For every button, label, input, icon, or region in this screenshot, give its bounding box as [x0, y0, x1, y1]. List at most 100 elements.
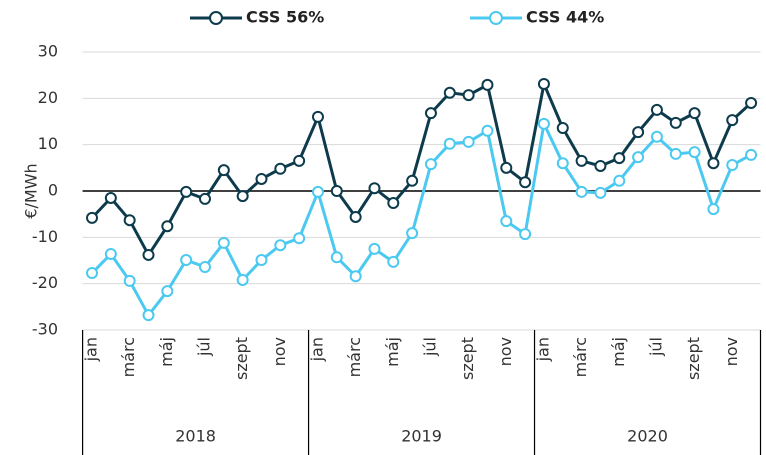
data-point [274, 239, 287, 252]
x-tick-label: nov [722, 337, 741, 366]
data-point [104, 191, 117, 204]
data-point [142, 309, 155, 322]
data-point [255, 172, 268, 185]
legend-text: CSS 56% [246, 8, 324, 27]
data-point [688, 107, 701, 120]
data-point [424, 107, 437, 120]
data-point [688, 146, 701, 159]
y-axis-label: €/MWh [22, 163, 41, 218]
data-point [745, 96, 758, 109]
data-point [669, 116, 682, 129]
x-tick-label: márc [345, 337, 364, 377]
x-tick-label: márc [571, 337, 590, 377]
data-point [161, 285, 174, 298]
data-point [180, 185, 193, 198]
x-tick-label: szept [684, 337, 703, 380]
data-point [726, 159, 739, 172]
data-point [632, 126, 645, 139]
data-point [575, 154, 588, 167]
y-tick-label: 30 [38, 42, 58, 61]
data-point [274, 162, 287, 175]
x-tick-label: márc [119, 337, 138, 377]
data-point [632, 151, 645, 164]
data-point [462, 135, 475, 148]
data-point [387, 197, 400, 210]
legend-marker [489, 11, 503, 25]
data-point [594, 159, 607, 172]
x-tick-label: júl [420, 337, 439, 357]
x-tick-label: jan [533, 337, 552, 362]
data-point [293, 232, 306, 245]
data-point [86, 267, 99, 280]
x-tick-label: nov [496, 337, 515, 366]
data-point [556, 157, 569, 170]
data-point [537, 117, 550, 130]
y-tick-label: 20 [38, 88, 58, 107]
y-tick-label: -30 [32, 320, 58, 339]
data-point [726, 114, 739, 127]
group-label: 2018 [175, 427, 216, 446]
data-point [443, 86, 456, 99]
data-point [707, 157, 720, 170]
x-tick-label: máj [609, 337, 628, 367]
y-tick-label: -10 [32, 227, 58, 246]
data-point [236, 190, 249, 203]
data-point [556, 121, 569, 134]
x-tick-label: szept [232, 337, 251, 380]
data-point [406, 174, 419, 187]
data-point [198, 260, 211, 273]
data-point [180, 254, 193, 267]
y-tick-label: 0 [48, 181, 58, 200]
data-point [537, 77, 550, 90]
data-point [387, 255, 400, 268]
data-point [236, 273, 249, 286]
data-point [594, 186, 607, 199]
data-point [481, 124, 494, 137]
x-tick-label: júl [646, 337, 665, 357]
data-point [123, 274, 136, 287]
data-point [519, 176, 532, 189]
group-label: 2019 [401, 427, 442, 446]
group-label: 2020 [627, 427, 668, 446]
data-point [650, 103, 663, 116]
data-point [443, 137, 456, 150]
data-point [330, 185, 343, 197]
data-point [368, 182, 381, 195]
data-point [142, 248, 155, 261]
data-point [217, 164, 230, 177]
data-point [669, 147, 682, 160]
legend-marker [209, 11, 223, 25]
data-point [650, 130, 663, 143]
data-point [86, 211, 99, 224]
data-point [349, 270, 362, 283]
data-point [707, 203, 720, 216]
data-point [575, 185, 588, 198]
x-tick-label: jan [307, 337, 326, 362]
data-point [613, 152, 626, 165]
data-point [255, 254, 268, 267]
data-point [198, 192, 211, 205]
legend-text: CSS 44% [526, 8, 604, 27]
data-point [500, 161, 513, 174]
data-point [123, 214, 136, 227]
y-tick-label: -20 [32, 273, 58, 292]
data-point [368, 242, 381, 255]
data-point [330, 251, 343, 264]
x-tick-label: máj [383, 337, 402, 367]
data-point [519, 228, 532, 241]
data-point [161, 220, 174, 233]
x-tick-label: nov [270, 337, 289, 366]
x-tick-label: máj [157, 337, 176, 367]
data-point [293, 154, 306, 167]
data-point [311, 185, 324, 198]
x-tick-label: júl [194, 337, 213, 357]
data-point [349, 210, 362, 223]
x-tick-label: szept [458, 337, 477, 380]
data-point [481, 78, 494, 91]
data-point [104, 248, 117, 261]
x-tick-label: jan [82, 337, 101, 362]
data-point [462, 89, 475, 102]
data-point [613, 174, 626, 187]
data-point [424, 158, 437, 171]
